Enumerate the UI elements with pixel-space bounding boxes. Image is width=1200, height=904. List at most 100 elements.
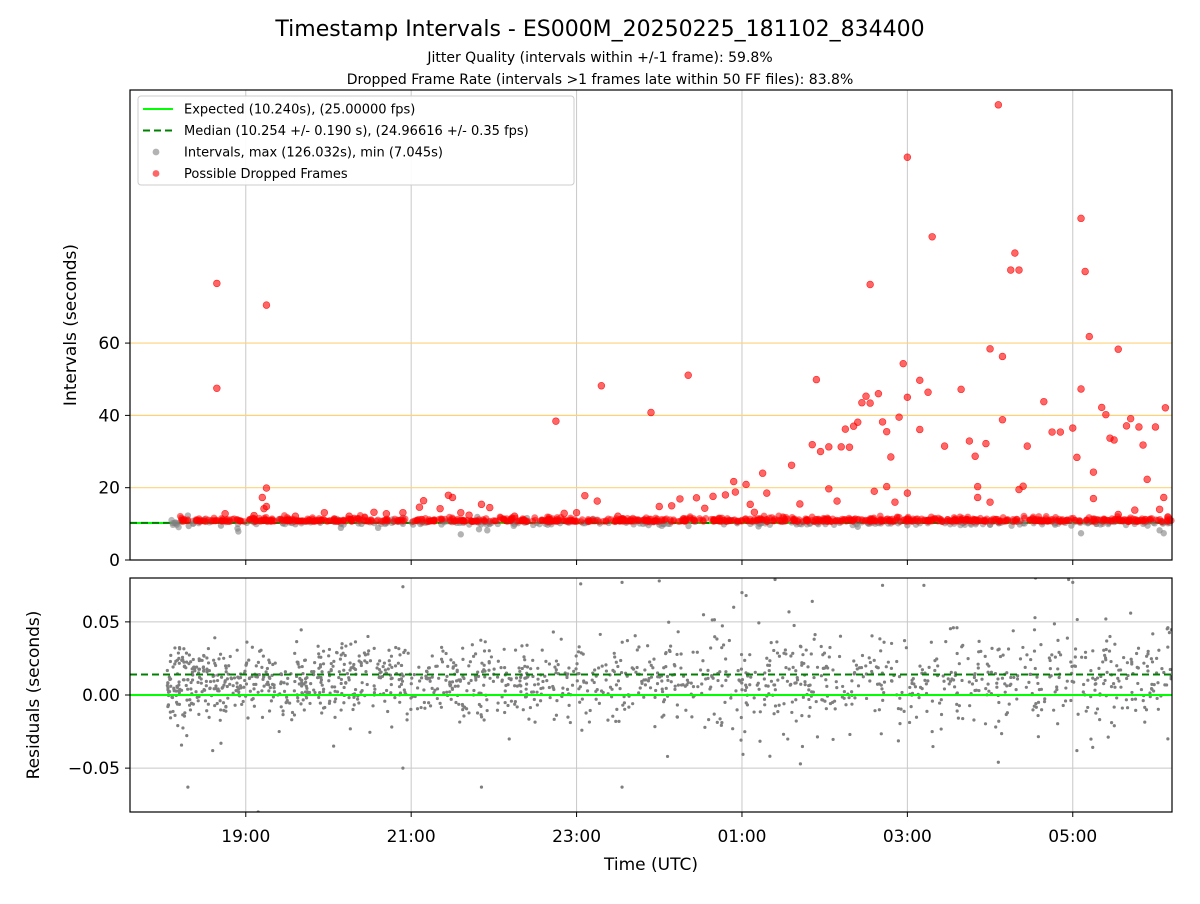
residual-point xyxy=(1142,661,1146,665)
residual-point xyxy=(513,648,518,652)
residual-point xyxy=(480,661,484,665)
residual-point xyxy=(284,700,288,705)
residual-point xyxy=(720,646,724,650)
residual-point xyxy=(506,703,510,708)
residual-point xyxy=(169,653,173,658)
residual-point xyxy=(243,669,247,673)
legend-marker xyxy=(152,148,160,156)
residual-point xyxy=(740,591,744,595)
residual-point xyxy=(258,649,262,653)
residual-point xyxy=(303,677,308,681)
dropped-frame-point xyxy=(903,489,912,497)
residual-point xyxy=(691,650,695,654)
residual-point xyxy=(1130,662,1134,666)
residual-point xyxy=(870,669,874,674)
residual-point xyxy=(996,760,1000,764)
residual-point xyxy=(847,696,851,700)
time-x-tick-label: 23:00 xyxy=(552,827,601,847)
residual-point xyxy=(877,708,881,712)
residual-point xyxy=(879,683,883,687)
residual-point xyxy=(321,649,326,653)
dropped-frame-point xyxy=(210,517,218,525)
dropped-frame-point xyxy=(1081,267,1089,276)
residual-point xyxy=(245,640,249,644)
residual-point xyxy=(166,688,170,692)
residual-point xyxy=(556,663,560,667)
residual-point xyxy=(914,715,919,719)
dropped-frame-point xyxy=(998,416,1007,424)
residual-point xyxy=(835,686,839,690)
dropped-frame-point xyxy=(192,517,200,525)
residual-point xyxy=(302,708,306,712)
residual-point xyxy=(399,677,403,681)
dropped-frame-point xyxy=(650,518,657,526)
residual-point xyxy=(1117,679,1121,683)
residual-point xyxy=(720,684,724,688)
residual-point xyxy=(182,678,186,682)
residual-point xyxy=(648,686,653,690)
residual-point xyxy=(946,677,950,681)
residual-point xyxy=(1036,713,1040,718)
residual-point xyxy=(1141,699,1145,703)
time-x-label: Time (UTC) xyxy=(603,855,698,875)
residual-point xyxy=(461,708,465,712)
residual-point xyxy=(327,679,331,683)
residual-point xyxy=(285,695,289,699)
residual-point xyxy=(330,685,334,689)
residual-point xyxy=(434,664,438,668)
dropped-frame-point xyxy=(787,461,796,469)
residual-point xyxy=(208,679,213,684)
residual-point xyxy=(303,658,307,662)
residual-point xyxy=(1055,685,1059,689)
residual-point xyxy=(520,644,524,648)
residual-point xyxy=(513,700,517,704)
residual-point xyxy=(831,737,835,742)
residual-point xyxy=(852,659,856,663)
residual-point xyxy=(926,679,930,683)
residual-point xyxy=(532,697,536,702)
residual-point xyxy=(704,677,708,681)
residuals-y-tick-label: 0.00 xyxy=(82,686,120,706)
residual-point xyxy=(479,785,484,789)
dropped-frame-point xyxy=(684,371,692,379)
residual-point xyxy=(217,657,221,661)
dropped-frame-point xyxy=(1135,423,1143,431)
intervals-y-label: Intervals (seconds) xyxy=(61,244,81,406)
residual-point xyxy=(485,708,489,713)
residual-point xyxy=(631,702,635,706)
residual-point xyxy=(386,709,390,714)
dropped-frame-point xyxy=(950,516,958,524)
residual-point xyxy=(409,707,413,711)
residual-point xyxy=(604,669,609,673)
residual-point xyxy=(613,655,617,659)
residual-point xyxy=(215,701,219,706)
residual-point xyxy=(254,664,258,668)
residual-point xyxy=(739,715,743,720)
residual-point xyxy=(1125,706,1130,710)
dropped-frame-point xyxy=(882,427,891,436)
dropped-frame-point xyxy=(448,493,457,502)
residual-point xyxy=(620,580,624,584)
residual-point xyxy=(724,657,728,661)
residual-point xyxy=(566,672,570,676)
residual-point xyxy=(652,657,656,661)
residual-point xyxy=(743,730,747,734)
dropped-frame-point xyxy=(1104,516,1111,524)
residual-point xyxy=(570,683,575,687)
residual-point xyxy=(1152,689,1156,693)
interval-point xyxy=(755,523,762,530)
dropped-frame-point xyxy=(1114,510,1122,519)
residual-point xyxy=(479,638,483,642)
residual-point xyxy=(471,654,476,658)
residual-point xyxy=(435,696,439,701)
residual-point xyxy=(1069,660,1073,664)
residual-point xyxy=(384,688,389,693)
residual-point xyxy=(667,648,672,652)
residual-point xyxy=(902,638,907,643)
residual-point xyxy=(703,725,707,729)
residual-point xyxy=(1113,685,1117,689)
residual-point xyxy=(309,682,313,686)
residual-point xyxy=(627,705,631,709)
residual-point xyxy=(353,667,358,672)
residual-point xyxy=(1027,680,1031,684)
